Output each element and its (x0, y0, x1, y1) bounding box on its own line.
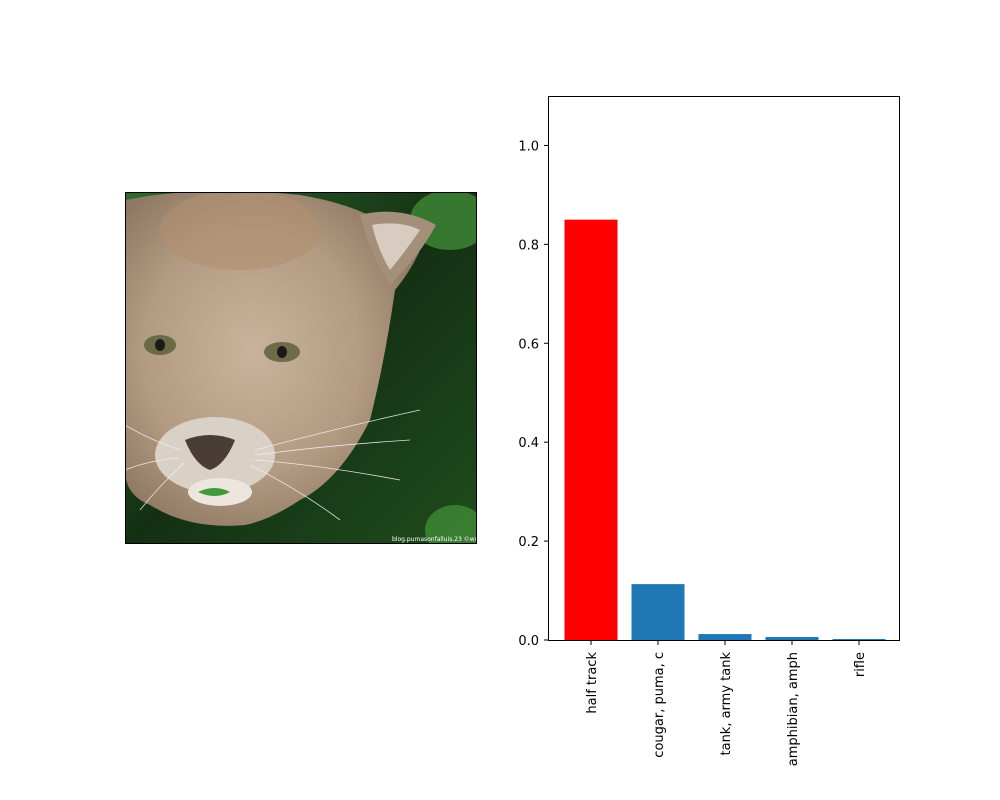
bar-3 (765, 637, 819, 640)
prediction-bar-chart: 0.0 0.2 0.4 0.6 0.8 1.0 half track cougar, pum… (518, 96, 900, 766)
x-tick-label-4: rifle (853, 652, 868, 677)
x-tick-label-3: amphibian, amph (786, 652, 801, 766)
x-tick-label-2: tank, army tank (719, 652, 734, 756)
bar-0 (564, 219, 618, 641)
bar-4 (832, 639, 886, 640)
x-tick-label-0: half track (585, 652, 600, 714)
y-tick-label-4: 0.8 (518, 238, 539, 253)
y-tick-label-1: 0.2 (518, 535, 539, 550)
cougar-photo: blog.pumasonfalluis.23 ©www (125, 192, 485, 544)
x-tick-label-1: cougar, puma, c (652, 652, 667, 758)
bar-2 (698, 634, 752, 640)
y-tick-label-2: 0.4 (518, 436, 539, 451)
bar-1 (631, 584, 685, 640)
photo-watermark: blog.pumasonfalluis.23 ©www (392, 536, 485, 543)
y-tick-label-5: 1.0 (518, 139, 539, 154)
plot-frame (548, 96, 900, 641)
y-tick-label-3: 0.6 (518, 337, 539, 352)
y-tick-label-0: 0.0 (518, 634, 539, 649)
photo-frame (125, 192, 477, 544)
